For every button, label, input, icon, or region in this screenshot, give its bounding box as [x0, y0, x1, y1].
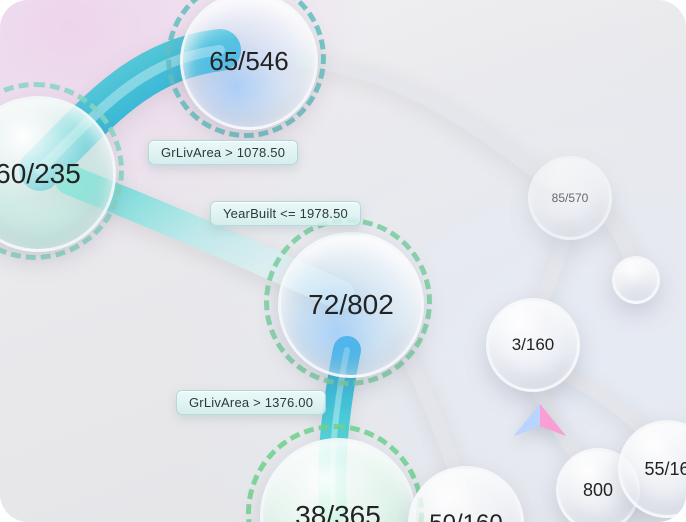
node-label: 55/16 — [644, 459, 686, 480]
pill-text: GrLivArea > 1376.00 — [189, 395, 313, 410]
pill-grlivarea-1376: GrLivArea > 1376.00 — [176, 390, 326, 415]
tree-diagram-canvas: 65/546 60/235 72/802 38/365 50/160 3/160… — [0, 0, 686, 522]
pill-grlivarea-1078: GrLivArea > 1078.50 — [148, 140, 298, 165]
prism-arrow-icon — [512, 400, 568, 442]
node-label: 3/160 — [512, 335, 555, 355]
node-label: 85/570 — [552, 191, 589, 205]
node-label: 800 — [583, 480, 613, 501]
pill-text: GrLivArea > 1078.50 — [161, 145, 285, 160]
node-3-160[interactable]: 3/160 — [486, 298, 580, 392]
node-label: 65/546 — [209, 46, 289, 77]
node-72-802[interactable]: 72/802 — [278, 232, 424, 378]
node-label: 60/235 — [0, 158, 81, 190]
node-85-570[interactable]: 85/570 — [528, 156, 612, 240]
pill-text: YearBuilt <= 1978.50 — [223, 206, 348, 221]
node-label: 72/802 — [308, 289, 394, 321]
pill-yearbuilt-1978: YearBuilt <= 1978.50 — [210, 201, 361, 226]
node-label: 38/365 — [295, 500, 381, 522]
node-label: 50/160 — [429, 510, 502, 522]
node-tiny[interactable] — [612, 256, 660, 304]
